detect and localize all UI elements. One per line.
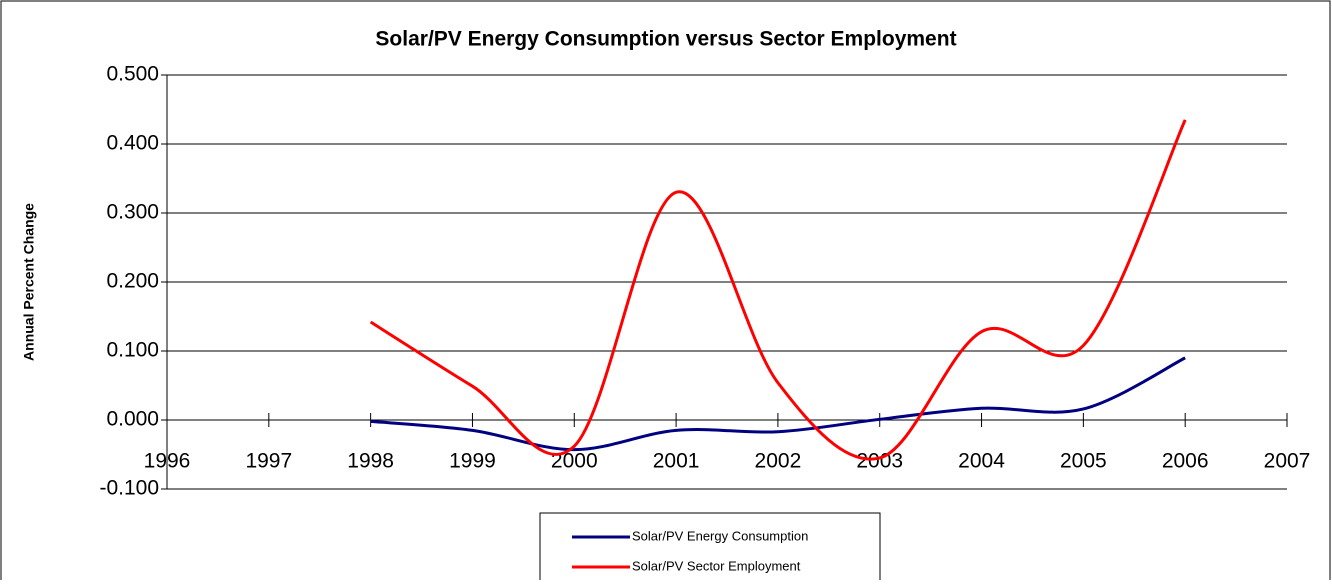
x-tick-label: 2005 (1060, 450, 1107, 473)
x-tick-label: 2001 (653, 450, 700, 473)
x-tick-label: 2004 (958, 450, 1005, 473)
legend-box (539, 512, 881, 585)
x-tick-label: 2000 (551, 450, 598, 473)
legend-label: Solar/PV Sector Employment (632, 558, 801, 573)
x-tick-label: 1998 (347, 450, 394, 473)
chart-title: Solar/PV Energy Consumption versus Secto… (375, 28, 956, 51)
x-tick-label: 2002 (755, 450, 802, 473)
x-tick-label: 1999 (449, 450, 496, 473)
y-tick-label: 0.200 (106, 270, 159, 293)
x-tick-label: 2006 (1162, 450, 1209, 473)
y-axis-label: Annual Percent Change (21, 203, 37, 361)
y-tick-label: -0.100 (99, 477, 159, 500)
x-tick-label: 1997 (245, 450, 292, 473)
series-line (369, 119, 1187, 461)
y-tick-label: 0.000 (106, 408, 159, 431)
x-tick-label: 2007 (1264, 450, 1311, 473)
y-tick-label: 0.300 (106, 201, 159, 224)
y-tick-label: 0.500 (106, 63, 159, 86)
y-tick-label: 0.100 (106, 339, 159, 362)
x-tick-label: 1996 (144, 450, 191, 473)
series-line (370, 356, 1186, 452)
x-tick-label: 2003 (856, 450, 903, 473)
legend-label: Solar/PV Energy Consumption (632, 528, 808, 543)
y-tick-label: 0.400 (106, 132, 159, 155)
